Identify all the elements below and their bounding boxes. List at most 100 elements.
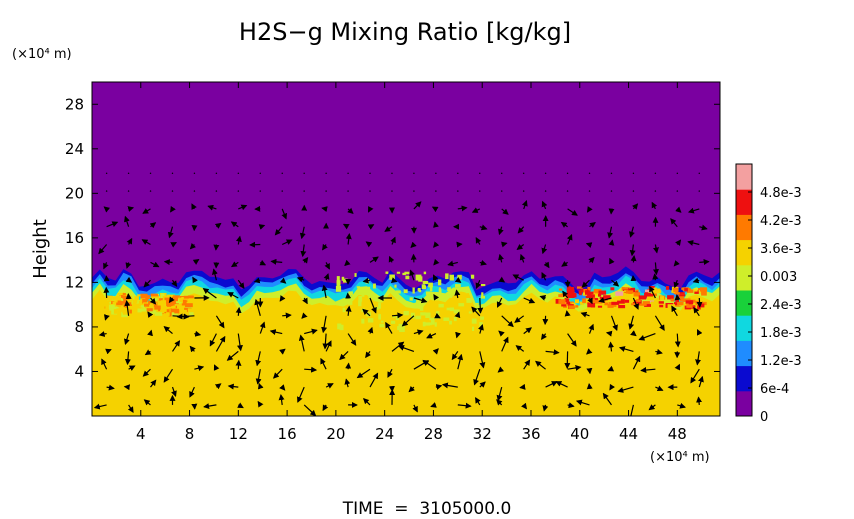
wind-dot bbox=[610, 172, 613, 174]
wind-arrow bbox=[189, 345, 196, 353]
plume-cell bbox=[395, 290, 401, 294]
plume-cell bbox=[453, 317, 457, 322]
wind-arrow bbox=[150, 379, 157, 388]
wind-arrow bbox=[545, 381, 558, 388]
wind-arrow bbox=[516, 243, 525, 251]
wind-arrow bbox=[189, 242, 197, 250]
enhanced-cell-1 bbox=[618, 305, 626, 309]
wind-arrow bbox=[401, 315, 415, 327]
wind-arrow bbox=[605, 330, 613, 337]
wind-dot bbox=[281, 190, 283, 192]
enhanced-cell-1 bbox=[639, 303, 647, 306]
wind-arrow bbox=[123, 333, 130, 346]
wind-arrow bbox=[192, 276, 198, 284]
plume-cell bbox=[420, 312, 426, 316]
enhanced-cell-1 bbox=[646, 294, 653, 299]
wind-arrow bbox=[454, 289, 461, 299]
wind-arrow bbox=[324, 262, 330, 270]
enhanced-cell-1 bbox=[577, 286, 583, 289]
enhanced-cell-0 bbox=[181, 297, 188, 301]
wind-arrow bbox=[215, 315, 225, 329]
wind-dot bbox=[237, 172, 240, 174]
wind-dot bbox=[566, 190, 569, 192]
plume-cell bbox=[410, 312, 415, 319]
wind-arrow bbox=[227, 383, 239, 390]
wind-arrow bbox=[273, 368, 283, 379]
wind-arrow bbox=[391, 312, 404, 319]
wind-arrow bbox=[627, 404, 634, 416]
plume-cell bbox=[390, 320, 396, 324]
plume-cell bbox=[405, 275, 410, 280]
wind-arrow bbox=[215, 335, 226, 352]
wind-arrow bbox=[608, 239, 615, 246]
wind-arrow bbox=[189, 386, 195, 398]
colorbar-tick-label: 0 bbox=[760, 410, 768, 425]
enhanced-cell-1 bbox=[566, 289, 575, 294]
wind-dot bbox=[501, 172, 503, 174]
wind-arrow bbox=[441, 382, 458, 389]
enhanced-cell-0 bbox=[116, 295, 121, 300]
colorbar-segment bbox=[736, 340, 752, 367]
wind-arrow bbox=[475, 397, 481, 406]
enhanced-cell-1 bbox=[568, 305, 575, 309]
wind-arrow bbox=[390, 277, 398, 284]
plume-cell bbox=[362, 289, 368, 293]
wind-dot bbox=[303, 172, 305, 174]
enhanced-cell-1 bbox=[610, 287, 615, 291]
wind-arrow bbox=[213, 364, 220, 371]
colorbar-tick-label: 4.2e-3 bbox=[760, 214, 802, 229]
enhanced-cell-0 bbox=[117, 292, 123, 295]
wind-arrow bbox=[322, 243, 328, 251]
wind-dot bbox=[632, 172, 635, 174]
plot-frame bbox=[91, 81, 721, 417]
wind-dot bbox=[413, 190, 415, 192]
wind-arrow bbox=[698, 375, 704, 388]
wind-arrow bbox=[172, 340, 181, 352]
wind-arrow bbox=[339, 350, 349, 361]
wind-arrow bbox=[345, 305, 352, 316]
x-unit-label: (×10⁴ m) bbox=[650, 450, 710, 465]
wind-arrow bbox=[675, 239, 682, 247]
colorbar-tick-label: 4.8e-3 bbox=[760, 186, 802, 201]
wind-dot bbox=[325, 190, 327, 192]
wind-arrow bbox=[123, 384, 131, 391]
enhanced-cell-0 bbox=[137, 308, 142, 313]
colorbar-segment bbox=[736, 315, 752, 341]
enhanced-cell-1 bbox=[615, 291, 624, 296]
wind-arrow bbox=[279, 295, 286, 302]
enhanced-cell-1 bbox=[591, 292, 599, 297]
plume-cell bbox=[403, 311, 409, 316]
wind-arrow bbox=[542, 404, 549, 412]
wind-arrow bbox=[535, 360, 546, 370]
enhanced-cell-1 bbox=[558, 294, 563, 298]
wind-dot bbox=[479, 190, 481, 192]
enhanced-cell-0 bbox=[146, 305, 154, 309]
wind-arrow bbox=[543, 261, 550, 269]
wind-arrow bbox=[412, 404, 418, 413]
plume-cell bbox=[470, 274, 475, 279]
wind-arrow bbox=[254, 298, 261, 316]
wind-arrow bbox=[430, 402, 437, 408]
wind-arrow bbox=[171, 386, 177, 397]
enhanced-cell-0 bbox=[120, 293, 126, 296]
wind-arrow bbox=[588, 323, 595, 334]
wind-dot bbox=[105, 172, 108, 174]
x-tick-label: 28 bbox=[424, 425, 443, 443]
enhanced-cell-1 bbox=[657, 288, 661, 292]
wind-arrow bbox=[408, 385, 415, 393]
enhanced-cell-1 bbox=[561, 304, 567, 307]
wind-arrow bbox=[369, 297, 377, 314]
enhanced-cell-1 bbox=[587, 294, 595, 298]
enhanced-cell-1 bbox=[667, 304, 675, 309]
wind-arrow bbox=[387, 368, 393, 378]
wind-arrow bbox=[101, 358, 108, 370]
wind-arrow bbox=[413, 201, 422, 210]
wind-arrow bbox=[279, 348, 286, 355]
enhanced-cell-1 bbox=[586, 291, 594, 295]
wind-arrow bbox=[226, 350, 239, 361]
wind-arrow bbox=[674, 333, 681, 348]
wind-arrow bbox=[457, 402, 472, 409]
wind-arrow bbox=[497, 366, 505, 373]
enhanced-cell-1 bbox=[625, 290, 634, 294]
y-tick-label: 4 bbox=[74, 362, 84, 380]
